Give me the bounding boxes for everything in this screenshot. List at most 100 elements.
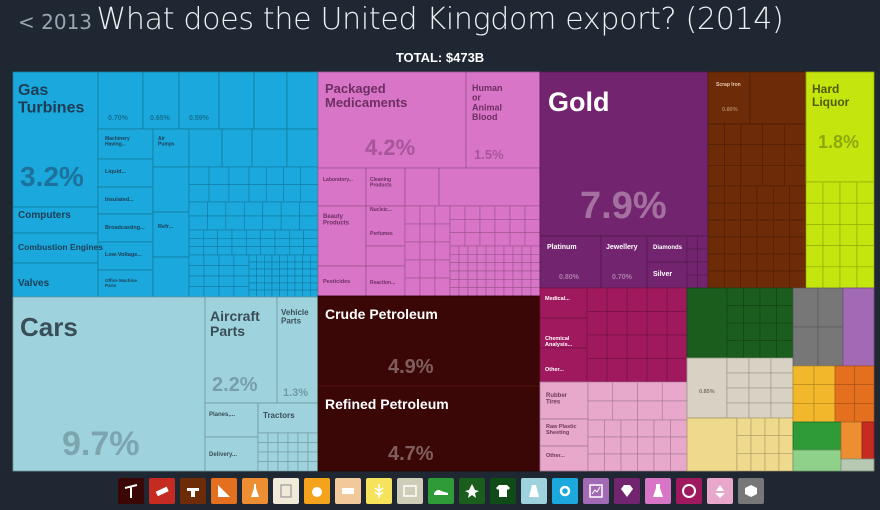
treemap-tile[interactable] bbox=[449, 245, 460, 255]
treemap-tile[interactable] bbox=[476, 270, 487, 280]
treemap-tile[interactable] bbox=[467, 279, 478, 288]
treemap-tile[interactable] bbox=[724, 219, 741, 238]
treemap-tile[interactable] bbox=[743, 322, 761, 341]
treemap-tile[interactable] bbox=[512, 262, 523, 272]
treemap-tile[interactable] bbox=[317, 71, 467, 169]
treemap-tile[interactable] bbox=[233, 286, 250, 298]
treemap-tile[interactable] bbox=[776, 287, 794, 306]
treemap-tile[interactable] bbox=[839, 181, 858, 204]
treemap-tile[interactable] bbox=[813, 384, 836, 404]
treemap-tile[interactable] bbox=[302, 282, 311, 291]
treemap-tile[interactable] bbox=[686, 357, 728, 419]
treemap-tile[interactable] bbox=[467, 287, 478, 297]
treemap-tile[interactable] bbox=[485, 245, 496, 255]
treemap-tile[interactable] bbox=[740, 236, 758, 255]
treemap-tile[interactable] bbox=[248, 275, 257, 284]
treemap-tile[interactable] bbox=[419, 241, 436, 261]
treemap-tile[interactable] bbox=[257, 461, 269, 472]
treemap-tile[interactable] bbox=[279, 254, 288, 263]
treemap-tile[interactable] bbox=[530, 279, 541, 288]
treemap-tile[interactable] bbox=[260, 246, 276, 256]
treemap-tile[interactable] bbox=[248, 289, 257, 298]
treemap-tile[interactable] bbox=[726, 287, 744, 306]
treemap-tile[interactable] bbox=[243, 215, 264, 231]
treemap-tile[interactable] bbox=[233, 275, 250, 287]
treemap-tile[interactable] bbox=[724, 270, 741, 289]
treemap-tile[interactable] bbox=[494, 279, 505, 288]
treemap-tile[interactable] bbox=[512, 287, 523, 297]
treemap-tile[interactable] bbox=[839, 245, 858, 268]
treemap-tile[interactable] bbox=[434, 259, 451, 279]
treemap-tile[interactable] bbox=[449, 287, 460, 297]
foodstuffs-icon[interactable] bbox=[304, 478, 330, 504]
treemap-tile[interactable] bbox=[661, 400, 688, 421]
treemap-tile[interactable] bbox=[299, 201, 319, 217]
treemap-tile[interactable] bbox=[287, 442, 299, 453]
treemap-tile[interactable] bbox=[749, 71, 807, 125]
treemap-tile[interactable] bbox=[839, 266, 858, 289]
treemap-tile[interactable] bbox=[776, 340, 794, 359]
mining-icon[interactable] bbox=[118, 478, 144, 504]
treemap-tile[interactable] bbox=[653, 436, 671, 455]
treemap-tile[interactable] bbox=[264, 268, 273, 277]
treemap-tile[interactable] bbox=[217, 229, 233, 239]
treemap-tile[interactable] bbox=[256, 282, 265, 291]
treemap-tile[interactable] bbox=[294, 254, 303, 263]
treemap-tile[interactable] bbox=[770, 357, 794, 374]
treemap-tile[interactable] bbox=[265, 166, 284, 185]
treemap-tile[interactable] bbox=[773, 202, 790, 221]
treemap-tile[interactable] bbox=[626, 334, 648, 359]
treemap-tile[interactable] bbox=[310, 289, 319, 298]
treemap-tile[interactable] bbox=[792, 326, 819, 367]
treemap-tile[interactable] bbox=[773, 236, 790, 255]
treemap-tile[interactable] bbox=[805, 266, 824, 289]
treemap-tile[interactable] bbox=[653, 419, 671, 438]
treemap-tile[interactable] bbox=[419, 277, 436, 297]
treemap-tile[interactable] bbox=[637, 400, 663, 421]
treemap-tile[interactable] bbox=[221, 128, 253, 168]
treemap-tile[interactable] bbox=[494, 270, 505, 280]
treemap-tile[interactable] bbox=[458, 262, 469, 272]
treemap-tile[interactable] bbox=[251, 128, 288, 168]
treemap-tile[interactable] bbox=[188, 229, 204, 239]
treemap-tile[interactable] bbox=[365, 265, 406, 297]
treemap-tile[interactable] bbox=[587, 419, 605, 438]
treemap-tile[interactable] bbox=[759, 305, 777, 324]
treemap-tile[interactable] bbox=[297, 461, 309, 472]
treemap-tile[interactable] bbox=[142, 71, 180, 130]
treemap-tile[interactable] bbox=[494, 219, 511, 233]
treemap-tile[interactable] bbox=[762, 165, 785, 187]
treemap-tile[interactable] bbox=[646, 358, 668, 383]
treemap-tile[interactable] bbox=[274, 246, 290, 256]
treemap-tile[interactable] bbox=[726, 357, 750, 374]
treemap-tile[interactable] bbox=[494, 262, 505, 272]
treemap-tile[interactable] bbox=[12, 71, 99, 208]
treemap-tile[interactable] bbox=[231, 238, 247, 247]
treemap-tile[interactable] bbox=[188, 238, 204, 247]
treemap-tile[interactable] bbox=[736, 417, 752, 436]
treemap-tile[interactable] bbox=[218, 265, 235, 277]
treemap-tile[interactable] bbox=[764, 417, 780, 436]
treemap-tile[interactable] bbox=[842, 287, 875, 367]
treemap-tile[interactable] bbox=[203, 286, 220, 298]
treemap-tile[interactable] bbox=[264, 254, 273, 263]
treemap-tile[interactable] bbox=[287, 261, 296, 270]
treemap-tile[interactable] bbox=[256, 275, 265, 284]
treemap-tile[interactable] bbox=[297, 451, 309, 462]
treemap-tile[interactable] bbox=[756, 185, 774, 204]
treemap-tile[interactable] bbox=[467, 270, 478, 280]
treemap-tile[interactable] bbox=[813, 365, 836, 385]
treemap-tile[interactable] bbox=[854, 384, 875, 404]
treemap-tile[interactable] bbox=[637, 436, 655, 455]
treemap-tile[interactable] bbox=[759, 322, 777, 341]
treemap-tile[interactable] bbox=[419, 223, 436, 243]
treemap-tile[interactable] bbox=[225, 201, 245, 217]
treemap-tile[interactable] bbox=[626, 311, 648, 336]
treemap-tile[interactable] bbox=[773, 185, 790, 204]
treemap-tile[interactable] bbox=[822, 181, 841, 204]
treemap-tile[interactable] bbox=[218, 254, 235, 266]
treemap-tile[interactable] bbox=[310, 254, 319, 263]
treemap-tile[interactable] bbox=[246, 246, 261, 256]
treemap-tile[interactable] bbox=[203, 246, 218, 256]
treemap-tile[interactable] bbox=[856, 224, 875, 246]
